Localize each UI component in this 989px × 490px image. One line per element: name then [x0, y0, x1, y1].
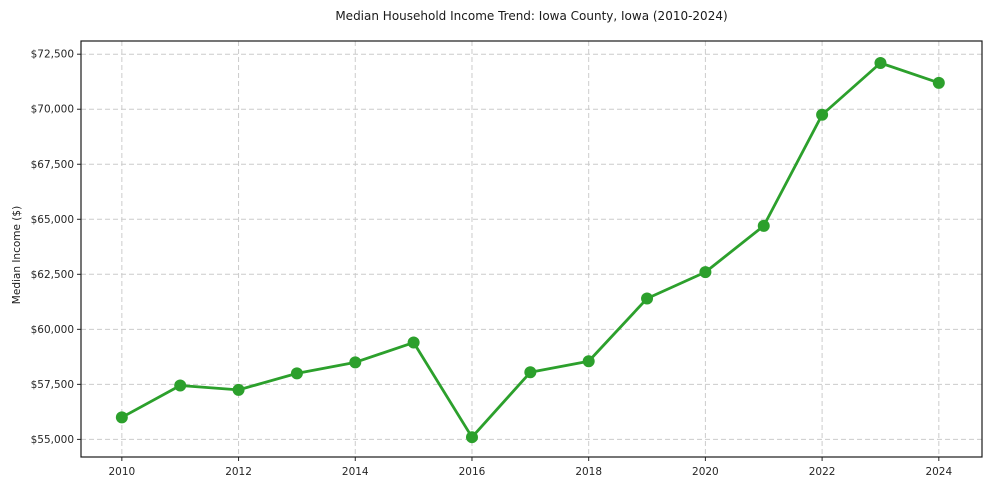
x-tick-label: 2018	[575, 466, 602, 478]
x-tick-label: 2012	[225, 466, 252, 478]
data-point-2013	[290, 367, 303, 380]
data-point-2017	[524, 366, 537, 379]
data-point-2020	[699, 266, 712, 279]
y-tick-label: $67,500	[31, 159, 74, 171]
x-tick-label: 2010	[108, 466, 135, 478]
data-point-2021	[757, 219, 770, 232]
trend-line	[120, 61, 941, 439]
x-tick-label: 2016	[459, 466, 486, 478]
data-point-2016	[465, 431, 478, 444]
data-point-2018	[582, 355, 595, 368]
y-tick-label: $72,500	[31, 49, 74, 61]
x-tick-label: 2014	[342, 466, 369, 478]
data-point-2015	[407, 336, 420, 349]
plot-border	[80, 40, 983, 458]
y-tick-label: $60,000	[31, 324, 74, 336]
y-tick-label: $62,500	[31, 269, 74, 281]
data-point-2019	[641, 292, 654, 305]
data-point-2011	[174, 379, 187, 392]
y-tick-label: $70,000	[31, 104, 74, 116]
y-tick-label: $55,000	[31, 434, 74, 446]
x-tick-label: 2020	[692, 466, 719, 478]
data-point-2014	[349, 356, 362, 369]
y-tick-label: $57,500	[31, 379, 74, 391]
x-tick-label: 2022	[809, 466, 836, 478]
data-point-2012	[232, 383, 245, 396]
chart-title: Median Household Income Trend: Iowa Coun…	[335, 9, 728, 23]
data-point-2022	[816, 108, 829, 121]
y-tick-label: $65,000	[31, 214, 74, 226]
x-tick-label: 2024	[925, 466, 952, 478]
data-point-2023	[874, 57, 887, 70]
data-point-2024	[932, 76, 945, 89]
data-point-2010	[115, 411, 128, 424]
